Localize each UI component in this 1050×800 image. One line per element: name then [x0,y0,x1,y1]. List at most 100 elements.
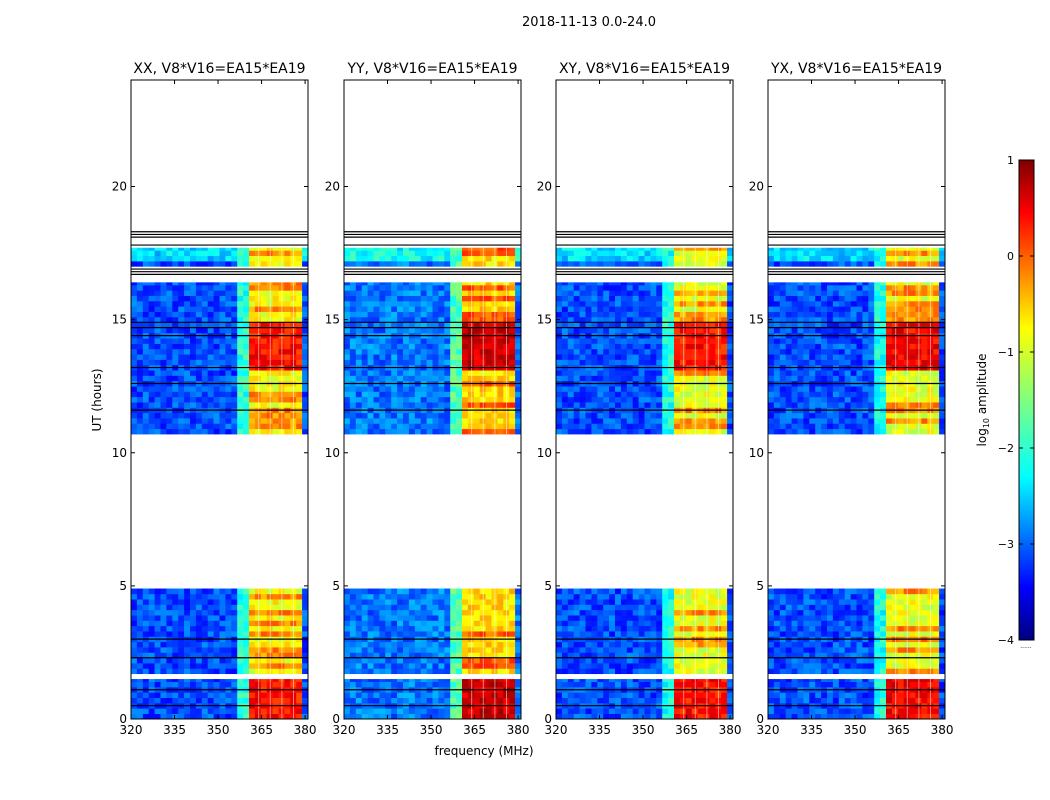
heatmap-cell [344,615,351,621]
heatmap-cell [237,631,244,637]
heatmap-cell [213,668,220,675]
heatmap-cell [450,311,457,318]
heatmap-cell [432,282,439,286]
heatmap-cell [462,354,469,360]
heatmap-cell [438,423,445,430]
heatmap-cell [438,402,445,408]
heatmap-cell [591,418,598,424]
heatmap-cell [644,316,651,323]
heatmap-cell [195,250,203,257]
heatmap-cell [260,620,267,627]
heatmap-cell [668,697,675,704]
heatmap-cell [444,423,451,430]
heatmap-cell [385,300,392,307]
heatmap-cell [355,255,362,262]
heatmap-cell [361,386,368,392]
heatmap-cell [674,375,681,382]
heatmap-cell [296,599,303,605]
heatmap-cell [302,250,309,257]
heatmap-cell [626,375,633,382]
heatmap-cell [556,428,563,435]
heatmap-cell [361,652,368,659]
heatmap-cell [450,679,457,683]
heatmap-cell [444,418,451,424]
heatmap-cell [190,359,197,366]
heatmap-cell [397,250,404,257]
heatmap-cell [509,588,516,595]
heatmap-cell [662,386,669,392]
heatmap-cell [249,657,256,664]
heatmap-cell [225,412,232,419]
heatmap-cell [225,295,232,302]
heatmap-cell [284,255,291,262]
heatmap-cell [379,604,386,611]
heatmap-cell [184,620,191,627]
heatmap-cell [656,681,663,688]
heatmap-cell [426,620,433,627]
heatmap-cell [254,668,262,675]
heatmap-cell [561,663,569,669]
heatmap-cell [632,679,639,683]
heatmap-cell [615,713,622,720]
heatmap-cell [556,412,563,419]
heatmap-cell [213,354,220,360]
heatmap-cell [349,588,357,595]
heatmap-cell [456,370,463,376]
heatmap-cell [225,316,232,323]
heatmap-cell [573,311,580,318]
heatmap-cell [131,697,138,704]
heatmap-cell [231,247,238,251]
heatmap-cell [243,657,250,664]
heatmap-cell [207,359,214,366]
heatmap-cell [367,423,374,430]
heatmap-cell [201,247,208,251]
heatmap-cell [385,348,392,355]
heatmap-cell [721,631,728,637]
heatmap-cell [344,647,351,653]
heatmap-cell [131,428,138,435]
heatmap-cell [497,681,504,688]
heatmap-cell [420,412,427,419]
heatmap-cell [385,250,392,257]
heatmap-cell [609,697,616,704]
heatmap-cell [426,290,433,296]
heatmap-cell [638,599,645,605]
heatmap-cell [373,679,380,683]
heatmap-cell [166,620,173,627]
heatmap-cell [579,625,586,632]
heatmap-cell [201,615,208,621]
heatmap-cell [662,370,669,376]
heatmap-cell [184,316,191,323]
heatmap-cell [515,354,522,360]
heatmap-cell [674,391,681,398]
heatmap-cell [361,641,368,648]
heatmap-cell [142,625,149,632]
x-tick-label: 320 [120,723,143,737]
heatmap-cell [597,370,604,376]
heatmap-cell [679,625,687,632]
heatmap-cell [456,250,463,257]
heatmap-cell [603,652,610,659]
heatmap-cell [272,282,279,286]
y-tick-label: 5 [119,579,127,593]
heatmap-cell [344,343,351,350]
heatmap-cell [184,625,191,632]
heatmap-cell [178,354,185,360]
heatmap-cell [497,322,504,328]
heatmap-cell [656,391,663,398]
heatmap-cell [438,625,445,632]
heatmap-cell [237,338,244,344]
heatmap-cell [201,692,208,698]
heatmap-cell [166,343,173,350]
heatmap-cell [597,396,604,403]
heatmap-cell [148,322,155,328]
heatmap-cell [243,679,250,683]
heatmap-cell [609,681,616,688]
heatmap-cell [626,615,633,621]
heatmap-cell [190,300,197,307]
heatmap-cell [254,615,262,621]
heatmap-cell [420,625,427,632]
heatmap-cell [420,316,427,323]
heatmap-cell [485,285,492,291]
heatmap-cell [213,402,220,408]
